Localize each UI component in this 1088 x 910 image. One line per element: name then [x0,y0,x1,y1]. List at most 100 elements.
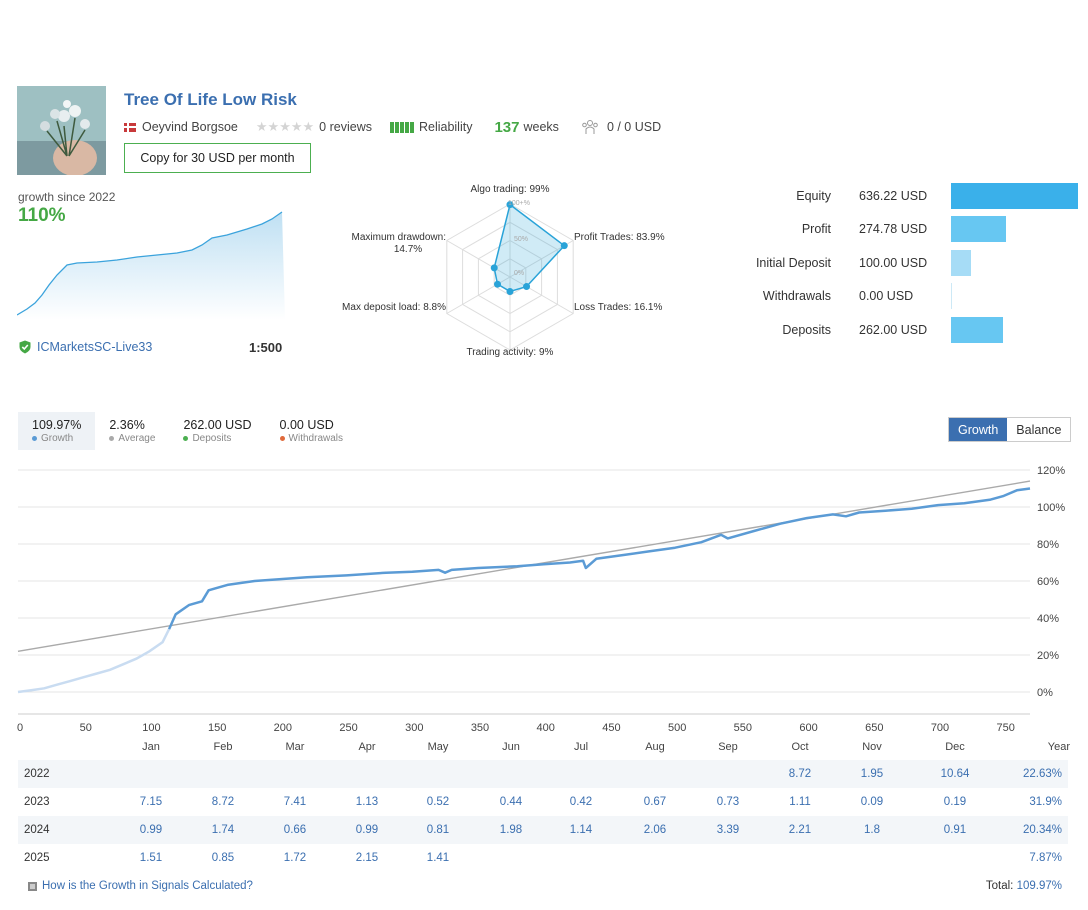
stat-value: 274.78 USD [859,222,928,236]
metric-tab-growth[interactable]: 109.97% Growth [18,412,96,450]
broker-server-link[interactable]: ICMarketsSC-Live33 [37,340,153,354]
x-tick-label: 0 [17,722,23,734]
radar-label-loss: Loss Trades: 16.1% [574,302,662,313]
growth-table-row: 2022 8.72 1.95 10.64 22.63% [18,760,1068,788]
help-icon [28,881,37,891]
metric-tab-average[interactable]: 2.36% Average [95,412,169,450]
month-growth-cell[interactable]: 1.74 [211,824,235,836]
month-growth-cell[interactable]: 0.09 [860,796,884,808]
weeks-value: 137 [494,118,520,136]
radar-scale-mid: 50% [514,236,528,243]
month-growth-cell[interactable]: 2.21 [788,824,812,836]
month-growth-cell[interactable]: 0.67 [643,796,667,808]
reliability-icon [389,121,414,133]
month-growth-cell[interactable]: 1.72 [283,852,307,864]
month-growth-cell[interactable]: 1.51 [139,852,163,864]
growth-calculation-help-link[interactable]: How is the Growth in Signals Calculated? [28,880,253,892]
month-growth-cell[interactable]: 1.95 [860,768,884,780]
month-growth-cell[interactable]: 0.99 [355,824,379,836]
metric-tab-withdrawals[interactable]: 0.00 USD Withdrawals [266,412,357,450]
month-growth-cell[interactable]: 0.99 [139,824,163,836]
chart-metric-tabs: 109.97% Growth 2.36% Average 262.00 USD Depos… [18,412,357,450]
month-header: Feb [213,741,233,753]
flag-icon [124,122,136,132]
author-name[interactable]: Oeyvind Borgsoe [142,120,238,134]
month-growth-cell[interactable]: 1.11 [789,796,811,808]
month-header: Year [1047,741,1070,753]
month-growth-cell[interactable]: 3.39 [716,824,740,836]
x-tick-label: 250 [339,722,357,734]
balance-toggle-button[interactable]: Balance [1016,422,1062,437]
growth-table-row: 2024 0.99 1.74 0.66 0.99 0.81 1.98 1.14 2.06 3.39… [18,816,1068,844]
metric-tab-deposits[interactable]: 262.00 USD Deposits [169,412,265,450]
month-growth-cell[interactable]: 0.81 [426,824,450,836]
chart-mode-toggle: Growth Balance [948,417,1072,442]
x-tick-label: 550 [734,722,752,734]
month-growth-cell[interactable]: 0.91 [943,824,967,836]
month-growth-cell[interactable]: 0.66 [283,824,307,836]
weeks-label: weeks [523,120,559,134]
stat-label: Profit [801,222,831,236]
stat-value: 262.00 USD [859,323,928,337]
metric-tab-value: 109.97% [32,418,82,432]
month-growth-cell[interactable]: 8.72 [788,768,812,780]
x-tick-label: 650 [865,722,883,734]
year-cell: 2023 [24,796,50,808]
stat-row: Equity 636.22 USD [700,183,1088,209]
growth-toggle-button[interactable]: Growth [949,418,1008,441]
x-tick-label: 750 [997,722,1015,734]
metric-tab-label: Withdrawals [279,433,343,444]
total-growth: Total: 109.97% [986,880,1062,892]
stat-row: Withdrawals 0.00 USD [700,283,1088,309]
month-growth-cell[interactable]: 2.06 [643,824,667,836]
month-growth-cell[interactable]: 8.72 [211,796,235,808]
month-growth-cell[interactable]: 0.52 [426,796,450,808]
stat-label: Deposits [782,323,831,337]
radar-label-algo: Algo trading: 99% [471,184,550,195]
x-tick-label: 450 [602,722,620,734]
month-growth-cell[interactable]: 10.64 [940,768,970,780]
help-link-text[interactable]: How is the Growth in Signals Calculated? [42,880,253,892]
rating-stars-icon: ★★★★★ [255,119,315,134]
growth-table-row: 2023 7.15 8.72 7.41 1.13 0.52 0.44 0.42 0.67 0.73… [18,788,1068,816]
month-growth-cell[interactable]: 1.8 [864,824,880,836]
month-growth-cell[interactable]: 2.15 [355,852,379,864]
x-tick-label: 150 [208,722,226,734]
reviews-count[interactable]: 0 reviews [319,120,372,134]
month-growth-cell[interactable]: 7.15 [139,796,163,808]
radar-scale-low: 0% [514,270,524,277]
stat-bar [951,317,1003,343]
month-growth-cell[interactable]: 0.42 [569,796,593,808]
month-growth-cell[interactable]: 1.14 [569,824,593,836]
month-growth-cell[interactable]: 0.85 [211,852,235,864]
legend-dot-icon [109,436,115,441]
month-growth-cell[interactable]: 1.41 [426,852,450,864]
month-growth-cell[interactable]: 1.98 [499,824,523,836]
radar-point [494,280,502,288]
stat-label: Withdrawals [762,289,831,303]
stat-bar [951,183,1078,209]
radar-scale-top: 100+% [508,200,530,207]
x-tick-label: 400 [537,722,555,734]
metric-tab-label: Average [109,433,155,444]
month-header: Jan [142,741,160,753]
metric-tab-value: 2.36% [109,418,145,432]
broker-row: ICMarketsSC-Live33 [18,340,152,354]
signal-title[interactable]: Tree Of Life Low Risk [124,90,297,109]
month-header: Jun [502,741,520,753]
growth-line [167,487,1031,630]
copy-subscribe-button[interactable]: Copy for 30 USD per month [124,143,311,173]
x-tick-label: 100 [142,722,160,734]
month-growth-cell[interactable]: 0.73 [716,796,740,808]
month-header: Mar [285,741,305,753]
stat-value: 0.00 USD [859,289,914,303]
month-growth-cell[interactable]: 0.44 [499,796,523,808]
month-growth-cell[interactable]: 7.41 [283,796,307,808]
year-cell: 2022 [24,768,50,780]
month-growth-cell[interactable]: 0.19 [943,796,967,808]
radar-point [506,288,514,296]
month-growth-cell[interactable]: 1.13 [355,796,379,808]
radar-label-drawdown-value: 14.7% [394,244,422,255]
year-cell: 2024 [24,824,50,836]
metric-tab-value: 0.00 USD [279,418,334,432]
